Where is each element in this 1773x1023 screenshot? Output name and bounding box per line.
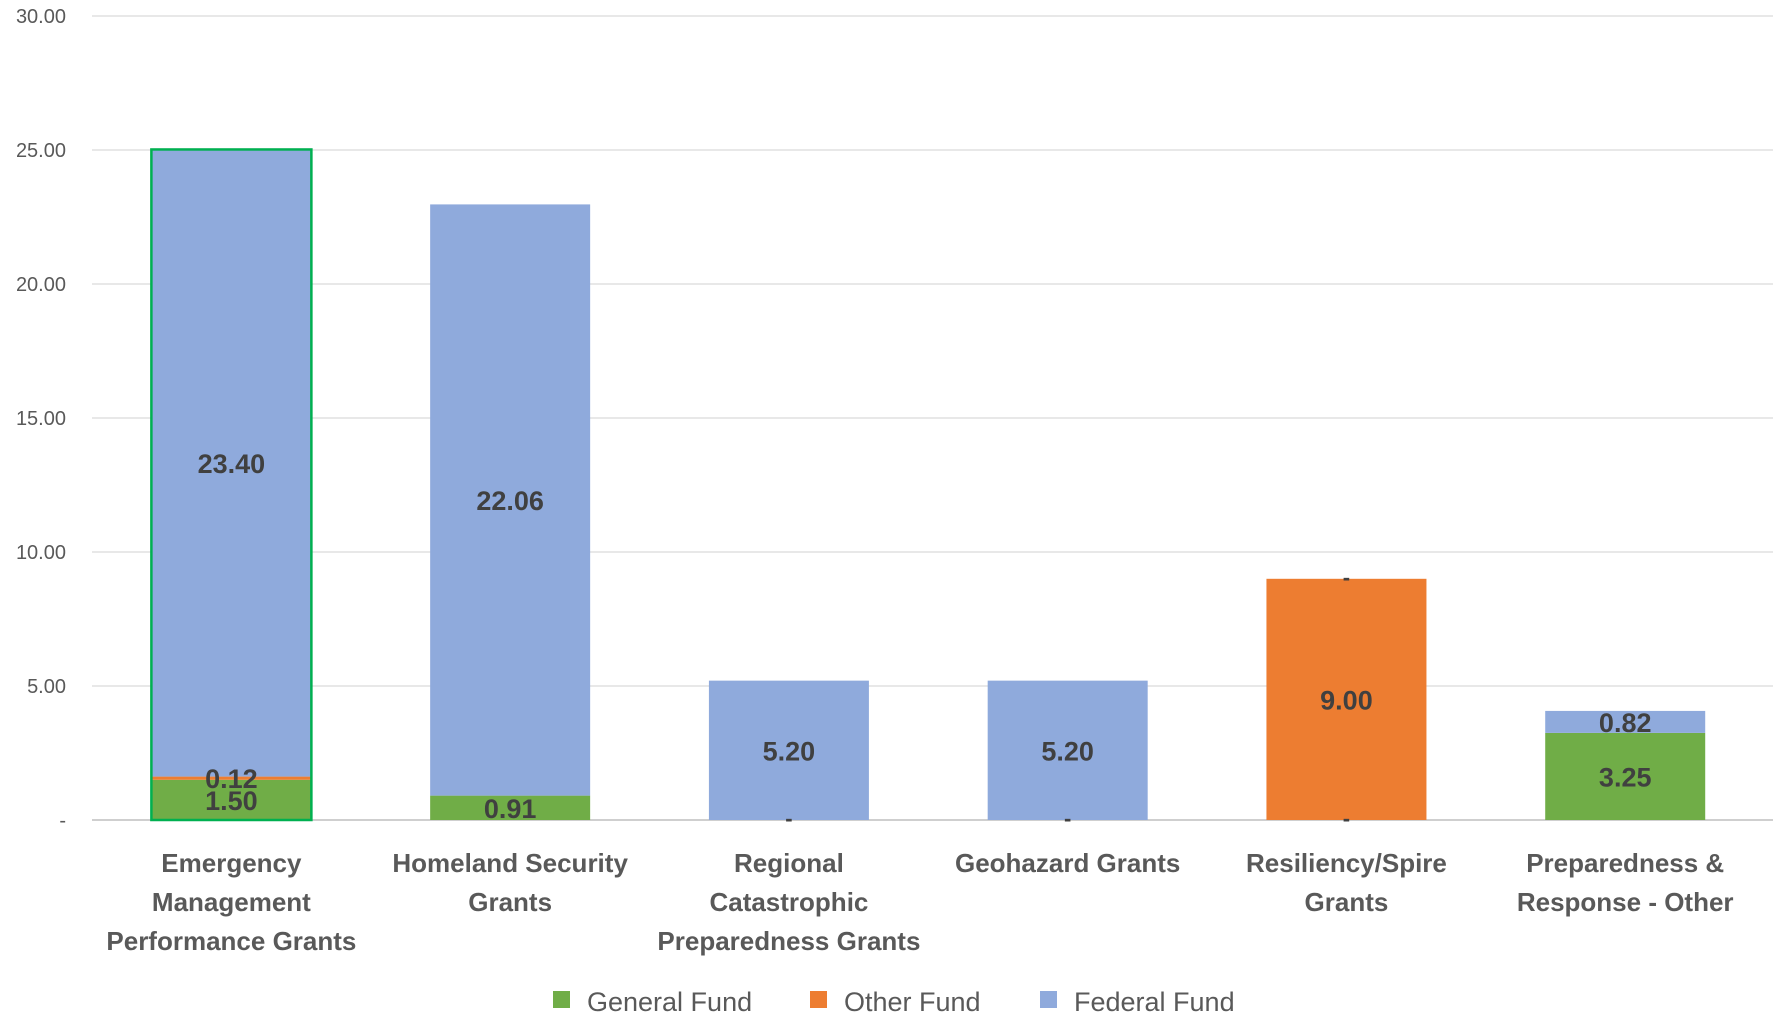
data-label: 3.25 bbox=[1599, 762, 1652, 792]
bar-segment bbox=[1545, 732, 1706, 820]
x-category-label: Preparedness & Response - Other bbox=[1517, 848, 1734, 917]
x-category-label-line: Regional bbox=[734, 848, 844, 878]
data-label: 1.50 bbox=[205, 786, 258, 816]
data-label: - bbox=[785, 806, 792, 831]
bar-segment bbox=[151, 776, 312, 780]
bar-segment bbox=[430, 204, 591, 796]
legend-label: Other Fund bbox=[844, 987, 981, 1017]
bar-segment bbox=[987, 680, 1148, 820]
x-category-label-line: Emergency bbox=[161, 848, 302, 878]
x-category-label: Homeland Security Grants bbox=[392, 848, 628, 917]
data-label: - bbox=[1343, 806, 1350, 831]
data-label: 22.06 bbox=[476, 486, 544, 516]
legend-swatch bbox=[553, 991, 570, 1008]
x-category-label: Emergency Management Performance Grants bbox=[106, 848, 356, 956]
legend-label: Federal Fund bbox=[1074, 987, 1235, 1017]
bar-segment bbox=[151, 779, 312, 820]
y-tick-label: 5.00 bbox=[27, 676, 66, 698]
bar-segment bbox=[1266, 578, 1427, 820]
x-category-label-line: Preparedness & bbox=[1526, 848, 1724, 878]
y-tick-label: 25.00 bbox=[16, 140, 66, 162]
legend-swatch bbox=[810, 991, 827, 1008]
data-label: - bbox=[1064, 806, 1071, 831]
x-category-label-line: Catastrophic bbox=[709, 887, 868, 917]
x-category-label-line: Response - Other bbox=[1517, 887, 1734, 917]
x-category-label: Regional Catastrophic Preparedness Grants bbox=[657, 848, 920, 956]
y-tick-label: 10.00 bbox=[16, 542, 66, 564]
legend-label: General Fund bbox=[587, 987, 752, 1017]
legend-swatch bbox=[1040, 991, 1057, 1008]
data-label: 9.00 bbox=[1320, 685, 1373, 715]
y-tick-label: 15.00 bbox=[16, 408, 66, 430]
x-category-label-line: Grants bbox=[468, 887, 552, 917]
x-category-label: Resiliency/Spire Grants bbox=[1246, 848, 1447, 917]
x-category-label-line: Geohazard Grants bbox=[955, 848, 1180, 878]
data-label: - bbox=[1343, 565, 1350, 590]
x-category-label: Geohazard Grants bbox=[955, 848, 1180, 878]
data-label: 23.40 bbox=[198, 449, 266, 479]
x-category-label-line: Performance Grants bbox=[106, 926, 356, 956]
bar-segment bbox=[430, 795, 591, 820]
data-label: 5.20 bbox=[763, 736, 816, 766]
x-category-label-line: Preparedness Grants bbox=[657, 926, 920, 956]
y-tick-label: 30.00 bbox=[16, 6, 66, 28]
x-category-label-line: Resiliency/Spire bbox=[1246, 848, 1447, 878]
data-label: 0.82 bbox=[1599, 708, 1652, 738]
bar-segment bbox=[1545, 710, 1706, 733]
bar-segment bbox=[708, 680, 869, 820]
data-label: 0.91 bbox=[484, 794, 537, 824]
y-tick-label: - bbox=[59, 810, 66, 832]
y-tick-label: 20.00 bbox=[16, 274, 66, 296]
x-category-label-line: Grants bbox=[1305, 887, 1389, 917]
data-label: 0.12 bbox=[205, 764, 258, 794]
selected-bar-outline bbox=[150, 148, 313, 822]
data-label: 5.20 bbox=[1041, 736, 1094, 766]
bar-segment bbox=[151, 149, 312, 777]
x-category-label-line: Homeland Security bbox=[392, 848, 628, 878]
x-category-label-line: Management bbox=[152, 887, 311, 917]
